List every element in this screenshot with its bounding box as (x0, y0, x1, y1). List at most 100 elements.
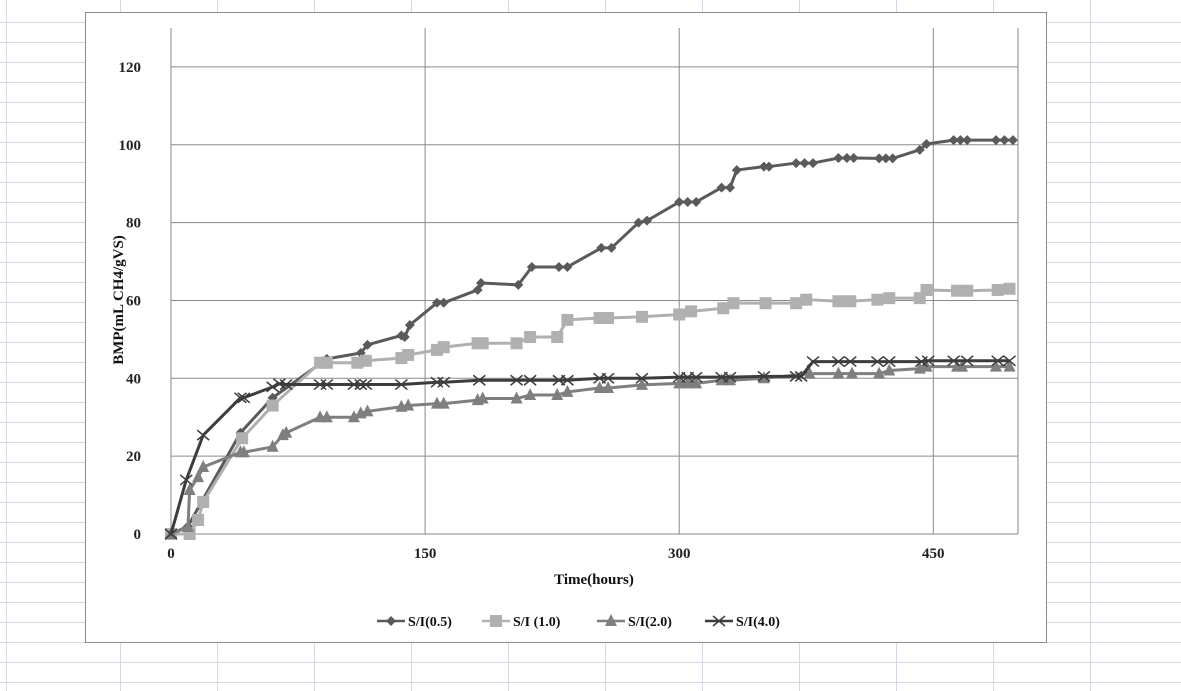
data-point (961, 284, 974, 297)
data-point (510, 374, 524, 386)
data-point (673, 308, 686, 321)
data-point (359, 378, 373, 391)
series-line (170, 365, 1010, 536)
data-point (635, 377, 648, 390)
data-point (236, 432, 249, 445)
x-tick-label: 150 (414, 546, 437, 562)
x-tick-label: 450 (922, 546, 945, 562)
data-point (606, 242, 617, 253)
data-point (848, 153, 859, 164)
data-point (989, 359, 1002, 372)
data-point (359, 354, 372, 367)
data-point (681, 376, 694, 389)
data-point (183, 483, 196, 496)
data-point (361, 404, 374, 417)
data-point (914, 144, 925, 155)
data-point (437, 396, 450, 409)
y-tick-label: 120 (119, 60, 142, 76)
data-point (524, 331, 537, 344)
data-point (800, 293, 813, 306)
data-point (402, 398, 415, 411)
data-point (602, 381, 615, 394)
x-axis-title: Time(hours) (554, 572, 634, 588)
data-point (197, 496, 210, 509)
legend-label: S/I (1.0) (513, 615, 561, 630)
data-point (560, 374, 574, 386)
data-point (716, 182, 727, 193)
data-point (1007, 135, 1018, 146)
data-point (673, 376, 686, 389)
y-tick-label: 100 (119, 138, 142, 154)
data-point (472, 284, 483, 295)
series-s-i-0-5- (166, 135, 1018, 539)
data-point (1003, 359, 1016, 372)
data-point (192, 470, 205, 483)
data-point (635, 310, 648, 323)
data-point (991, 283, 1004, 296)
data-point (887, 153, 898, 164)
data-point (526, 261, 537, 272)
legend-item: S/I(4.0) (705, 615, 780, 630)
data-point (593, 381, 606, 394)
y-tick-label: 0 (134, 527, 142, 543)
data-point (844, 295, 857, 308)
series-line (171, 287, 1010, 536)
y-tick-label: 40 (126, 371, 141, 387)
data-point (832, 295, 845, 308)
tick-labels: 0 20 40 60 80 100 120 0 150 300 450 (119, 60, 945, 562)
data-point (192, 513, 205, 526)
data-point (476, 277, 487, 288)
data-point (880, 153, 891, 164)
data-point (841, 153, 852, 164)
data-point (430, 376, 444, 388)
series-line (170, 138, 1013, 536)
data-point (399, 332, 410, 343)
data-point (1003, 282, 1016, 295)
data-point (513, 279, 524, 290)
data-point (561, 313, 574, 326)
data-point (690, 376, 703, 389)
data-point (882, 355, 896, 368)
data-point (476, 337, 489, 350)
data-point (689, 371, 703, 383)
data-point (402, 348, 415, 361)
data-point (843, 355, 857, 368)
data-point (510, 337, 523, 350)
data-point (883, 292, 896, 305)
data-point (431, 297, 442, 308)
data-point (523, 374, 537, 386)
data-point (562, 261, 573, 272)
data-point (873, 366, 886, 379)
data-point (181, 519, 194, 532)
data-point (1003, 355, 1017, 367)
y-axis-title: BMP(mL CH4/gVS) (111, 235, 127, 365)
data-point (870, 355, 884, 368)
data-point (921, 355, 935, 367)
series-layer (164, 135, 1018, 540)
data-point (266, 399, 279, 412)
data-point (266, 439, 279, 452)
data-point (553, 261, 564, 272)
data-point (524, 388, 537, 401)
y-tick-label: 20 (126, 449, 141, 465)
data-point (437, 341, 450, 354)
data-point (990, 135, 1001, 146)
data-point (237, 445, 250, 458)
chart-container (85, 12, 1047, 643)
data-point (179, 474, 193, 486)
data-point (394, 378, 408, 391)
legend: S/I(0.5) S/I (1.0) S/I(2.0) S/I(4.0) (377, 614, 780, 630)
data-point (601, 372, 615, 384)
data-point (313, 378, 327, 391)
legend-marker-x-icon (712, 615, 726, 627)
data-point (674, 196, 685, 207)
legend-label: S/I(4.0) (736, 615, 780, 630)
data-point (947, 355, 961, 367)
data-point (279, 378, 293, 391)
data-point (758, 161, 769, 172)
data-point (596, 242, 607, 253)
data-point (808, 158, 819, 169)
data-point (362, 339, 373, 350)
x-tick-label: 300 (668, 546, 691, 562)
